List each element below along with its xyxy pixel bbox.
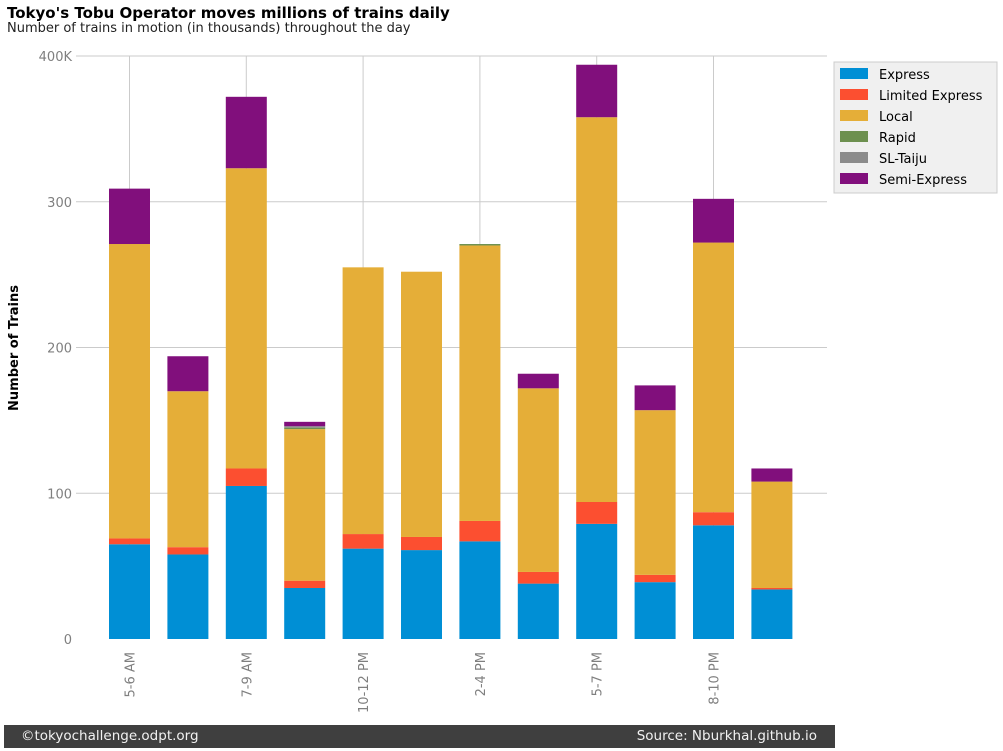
bar-segment-express [576,523,618,639]
bar-segment-semi-express [225,96,267,169]
bar-segment-local [693,242,734,513]
legend: Express Limited Express Local Rapid SL-Taiju… [833,61,998,194]
y-tick-label: 400K [39,50,73,65]
bar-segment-semi-express [517,373,559,389]
bar-segment-local [517,388,559,572]
bar-segment-limited-express [167,547,209,555]
y-axis-label: Number of Trains [7,285,22,411]
bar-segment-express [167,554,209,639]
y-tick-label: 0 [64,633,72,648]
bar-segment-local [284,429,326,581]
legend-label: Semi-Express [879,173,967,188]
bar-segment-local [225,168,267,469]
legend-label: SL-Taiju [879,152,927,167]
x-tick-label: 2-4 PM [474,652,489,696]
legend-label: Rapid [879,131,916,146]
bar-segment-semi-express [693,198,734,243]
bars [109,64,793,639]
bar-segment-semi-express [576,64,618,118]
legend-swatch [840,152,868,163]
bar-segment-semi-express [167,356,209,392]
bar-segment-express [693,525,734,639]
bar-segment-local [576,117,618,502]
y-axis-ticks: 0 100 200 300 400K [39,50,73,648]
bar-segment-express [401,550,442,639]
bar-segment-local [751,481,793,588]
bar-segment-rapid [459,244,501,246]
bar-segment-express [517,583,559,639]
bar-segment-sl-taiju [284,426,326,428]
bar-segment-limited-express [693,512,734,526]
bar-segment-express [225,485,267,639]
bar-segment-limited-express [459,520,501,542]
footer-bar: ©tokyochallenge.odpt.org Source: Nburkha… [4,725,835,748]
bar-segment-express [459,541,501,639]
bar-segment-limited-express [576,501,618,524]
x-tick-label: 7-9 AM [240,652,255,697]
bar-segment-limited-express [284,580,326,588]
bar-segment-limited-express [634,574,676,583]
legend-swatch [840,131,868,142]
y-tick-label: 200 [47,342,72,357]
bar-segment-express [284,587,326,639]
bar-segment-semi-express [634,385,676,411]
bar-segment-local [634,410,676,575]
bar-segment-local [167,391,209,548]
bar-segment-limited-express [517,571,559,584]
bar-segment-limited-express [751,587,793,590]
bar-segment-rapid [284,427,326,430]
legend-swatch [840,173,868,184]
bar-segment-express [634,582,676,639]
legend-box [833,61,998,194]
x-tick-label: 5-7 PM [591,652,606,696]
bar-segment-local [459,245,501,521]
bar-segment-limited-express [225,468,267,486]
bar-segment-semi-express [109,188,150,245]
footer-source: Source: Nburkhal.github.io [636,728,817,744]
x-tick-label: 10-12 PM [357,652,372,713]
footer-credit: ©tokyochallenge.odpt.org [21,728,199,744]
x-axis-ticks: 5-6 AM 7-9 AM 10-12 PM 2-4 PM 5-7 PM 8-10 PM [124,652,723,713]
legend-swatch [840,89,868,100]
y-tick-label: 300 [47,196,72,211]
bar-segment-limited-express [109,538,150,545]
y-tick-label: 100 [47,487,72,502]
legend-swatch [840,110,868,121]
bar-segment-limited-express [342,534,384,549]
bar-segment-express [342,548,384,639]
bar-segment-express [109,544,150,639]
x-tick-label: 8-10 PM [708,652,723,705]
x-tick-label: 5-6 AM [124,652,139,697]
chart-title: Tokyo's Tobu Operator moves millions of … [7,4,450,22]
bar-segment-limited-express [401,536,442,551]
bar-segment-local [109,244,150,539]
legend-label: Local [879,110,913,125]
legend-label: Express [879,68,930,83]
bar-segment-express [751,589,793,639]
legend-swatch [840,68,868,79]
legend-label: Limited Express [879,89,983,104]
bar-segment-semi-express [751,468,793,482]
bar-segment-semi-express [284,421,326,427]
chart-subtitle: Number of trains in motion (in thousands… [7,21,411,36]
bar-segment-local [401,271,442,537]
bar-segment-local [342,267,384,535]
